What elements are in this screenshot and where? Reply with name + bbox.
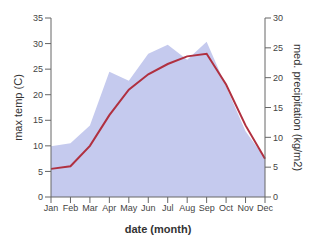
svg-text:30: 30: [273, 13, 283, 23]
svg-text:Mar: Mar: [82, 203, 98, 213]
svg-text:Aug: Aug: [179, 203, 195, 213]
svg-text:Dec: Dec: [257, 203, 274, 213]
svg-text:max temp (C): max temp (C): [12, 74, 24, 141]
svg-text:20: 20: [33, 90, 43, 100]
svg-text:30: 30: [33, 39, 43, 49]
svg-text:10: 10: [33, 141, 43, 151]
svg-text:15: 15: [33, 115, 43, 125]
svg-text:Sep: Sep: [199, 203, 215, 213]
svg-text:May: May: [120, 203, 138, 213]
svg-text:10: 10: [273, 133, 283, 143]
svg-text:5: 5: [273, 162, 278, 172]
svg-text:med. precipitation (kg/m2): med. precipitation (kg/m2): [292, 44, 304, 171]
svg-text:15: 15: [273, 103, 283, 113]
svg-text:Oct: Oct: [219, 203, 234, 213]
svg-text:20: 20: [273, 73, 283, 83]
svg-text:Jun: Jun: [141, 203, 156, 213]
svg-text:Apr: Apr: [102, 203, 116, 213]
svg-text:date (month): date (month): [125, 223, 192, 235]
svg-text:Jan: Jan: [44, 203, 59, 213]
svg-text:Nov: Nov: [238, 203, 255, 213]
svg-text:0: 0: [38, 192, 43, 202]
svg-text:5: 5: [38, 167, 43, 177]
svg-text:25: 25: [273, 43, 283, 53]
svg-text:Jul: Jul: [162, 203, 174, 213]
svg-text:25: 25: [33, 64, 43, 74]
svg-text:Feb: Feb: [63, 203, 79, 213]
svg-text:0: 0: [273, 192, 278, 202]
svg-text:35: 35: [33, 13, 43, 23]
